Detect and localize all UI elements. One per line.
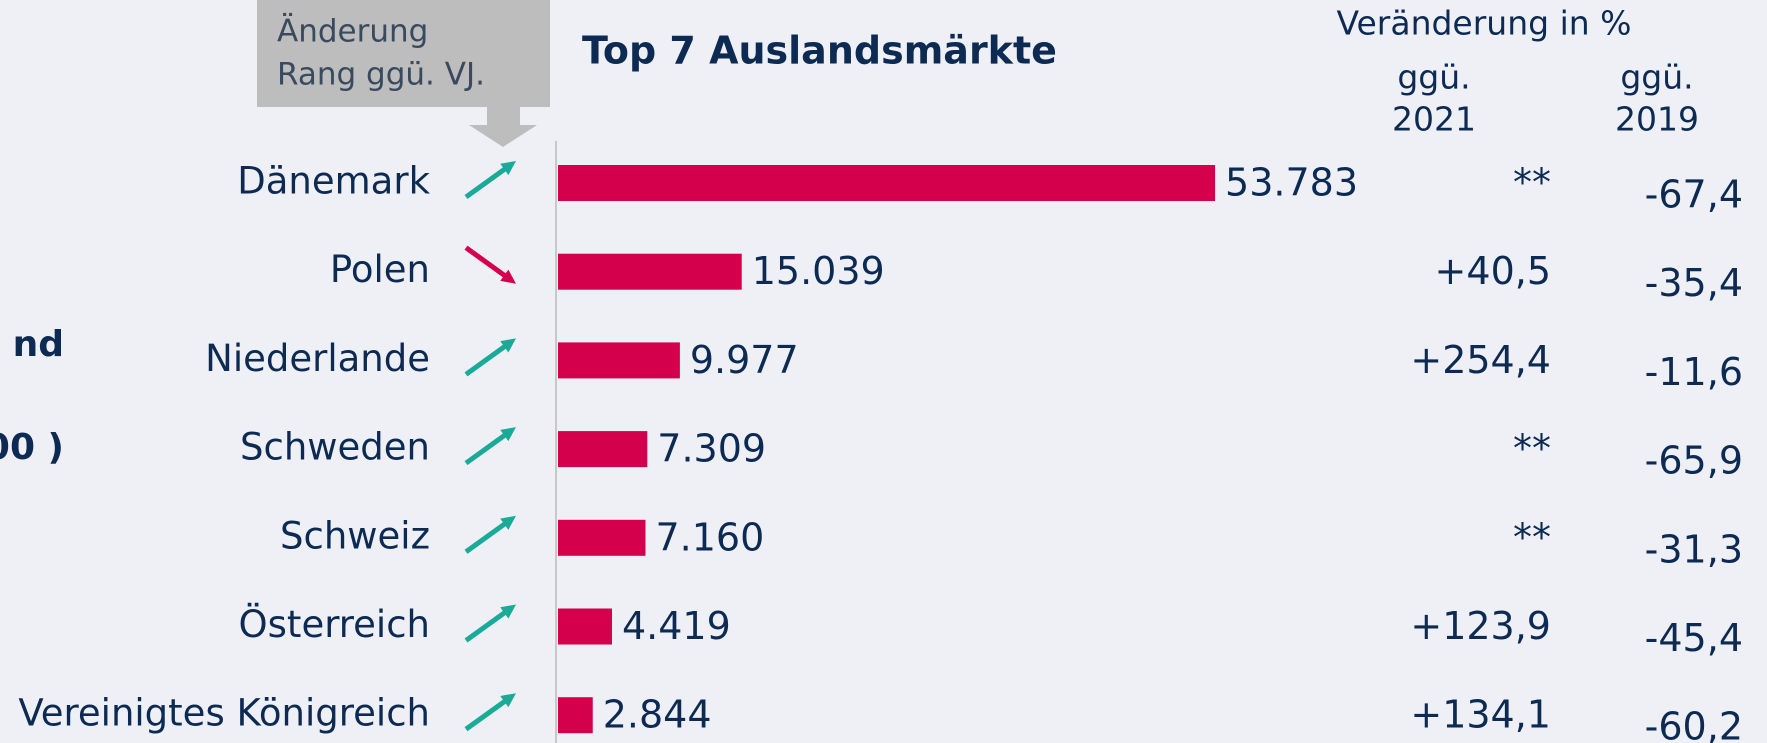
bar	[558, 519, 646, 556]
category-label: Schweden	[240, 426, 430, 469]
category-label: Schweiz	[280, 514, 430, 557]
value-label: 2.844	[603, 693, 712, 737]
value-label: 7.309	[657, 427, 766, 471]
cut-off-label: nd	[13, 324, 64, 365]
bar	[558, 165, 1216, 201]
rank-arrow	[464, 604, 516, 643]
rank-header-box	[257, 0, 550, 107]
rank-arrow	[464, 693, 516, 732]
column-label: ggü.	[1620, 58, 1693, 97]
rank-header-arrow	[469, 107, 537, 147]
change-value: -45,4	[1645, 616, 1743, 660]
rank-arrow-shaft	[464, 163, 511, 200]
rank-arrow	[464, 427, 516, 466]
bar	[558, 431, 648, 468]
change-value: +134,1	[1410, 693, 1551, 737]
change-value: -65,9	[1645, 439, 1743, 483]
rank-arrow	[464, 338, 516, 377]
value-label: 15.039	[752, 249, 885, 293]
bar	[558, 608, 612, 645]
change-value: -31,3	[1645, 527, 1743, 571]
category-label: Österreich	[239, 603, 430, 646]
rank-arrow-head	[500, 604, 516, 619]
chart-title: Top 7 Auslandsmärkte	[582, 29, 1057, 73]
rank-arrow-head	[500, 161, 516, 176]
change-value: **	[1513, 515, 1551, 559]
bar	[558, 697, 593, 734]
column-label: ggü.	[1397, 58, 1470, 97]
change-value: **	[1513, 427, 1551, 471]
category-label: Dänemark	[237, 160, 430, 203]
rank-arrow-shaft	[464, 245, 511, 282]
rank-arrow	[464, 515, 516, 554]
rank-header-text: Änderung	[277, 14, 428, 50]
change-value: +123,9	[1410, 604, 1551, 648]
rank-arrow	[464, 245, 516, 284]
rank-arrow-head	[500, 515, 516, 530]
rank-arrow	[464, 161, 516, 200]
change-value: +254,4	[1410, 338, 1551, 382]
rank-header-text: Rang ggü. VJ.	[277, 57, 485, 93]
change-value: +40,5	[1435, 249, 1551, 293]
rank-arrow-head	[500, 338, 516, 353]
column-label: 2019	[1615, 100, 1699, 139]
rank-arrow-head	[500, 427, 516, 442]
category-label: Niederlande	[205, 337, 430, 380]
rank-arrow-shaft	[464, 607, 511, 643]
cut-off-label: 00 )	[0, 427, 64, 468]
rank-arrow-shaft	[464, 341, 511, 377]
value-label: 7.160	[655, 515, 764, 559]
change-value: -11,6	[1645, 350, 1743, 394]
bar	[558, 253, 742, 290]
rank-arrow-head	[500, 269, 516, 284]
rank-arrow-head	[500, 693, 516, 708]
value-label: 53.783	[1225, 161, 1358, 205]
column-label: 2021	[1392, 100, 1476, 139]
rank-arrow-shaft	[464, 518, 511, 554]
category-label: Vereinigtes Königreich	[18, 692, 430, 735]
change-value: -35,4	[1645, 261, 1743, 305]
change-value: -67,4	[1645, 173, 1743, 217]
column-header: Veränderung in %	[1336, 4, 1631, 43]
value-label: 4.419	[622, 604, 731, 648]
category-label: Polen	[330, 248, 430, 291]
change-value: -60,2	[1645, 705, 1743, 743]
change-value: **	[1513, 161, 1551, 205]
value-label: 9.977	[690, 338, 799, 382]
rank-arrow-shaft	[464, 695, 511, 732]
rank-arrow-shaft	[464, 429, 511, 466]
bar	[558, 342, 680, 379]
